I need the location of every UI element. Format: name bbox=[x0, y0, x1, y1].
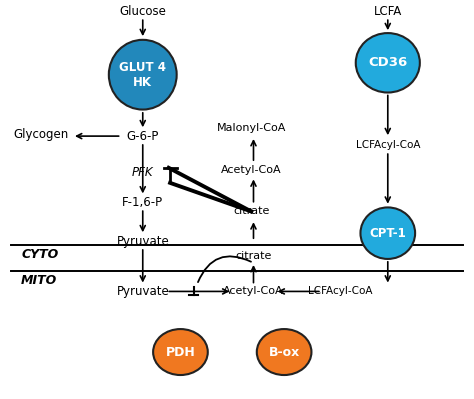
Text: PFK: PFK bbox=[132, 166, 154, 179]
Text: Malonyl-CoA: Malonyl-CoA bbox=[217, 123, 286, 133]
Text: G-6-P: G-6-P bbox=[127, 130, 159, 142]
Text: B-ox: B-ox bbox=[268, 346, 300, 359]
Text: LCFAcyl-CoA: LCFAcyl-CoA bbox=[309, 286, 373, 296]
Text: CD36: CD36 bbox=[368, 56, 408, 69]
Text: Acetyl-CoA: Acetyl-CoA bbox=[221, 165, 282, 175]
Text: citrate: citrate bbox=[233, 206, 269, 216]
Text: Glucose: Glucose bbox=[119, 5, 166, 18]
Text: CPT-1: CPT-1 bbox=[369, 227, 406, 240]
Ellipse shape bbox=[356, 33, 420, 93]
Ellipse shape bbox=[109, 40, 177, 110]
Ellipse shape bbox=[153, 329, 208, 375]
Text: F-1,6-P: F-1,6-P bbox=[122, 196, 164, 209]
Text: Glycogen: Glycogen bbox=[14, 128, 69, 140]
Text: LCFA: LCFA bbox=[374, 5, 402, 18]
Text: Pyruvate: Pyruvate bbox=[117, 285, 169, 298]
Ellipse shape bbox=[360, 207, 415, 259]
Text: Acetyl-CoA: Acetyl-CoA bbox=[223, 286, 284, 296]
Text: GLUT 4
HK: GLUT 4 HK bbox=[119, 61, 166, 89]
Text: Pyruvate: Pyruvate bbox=[117, 235, 169, 248]
Ellipse shape bbox=[257, 329, 311, 375]
Text: CYTO: CYTO bbox=[21, 249, 58, 261]
Text: PDH: PDH bbox=[165, 346, 195, 359]
Text: LCFAcyl-CoA: LCFAcyl-CoA bbox=[356, 140, 420, 150]
Text: citrate: citrate bbox=[235, 251, 272, 261]
Text: MITO: MITO bbox=[21, 274, 57, 287]
FancyArrowPatch shape bbox=[198, 256, 251, 282]
